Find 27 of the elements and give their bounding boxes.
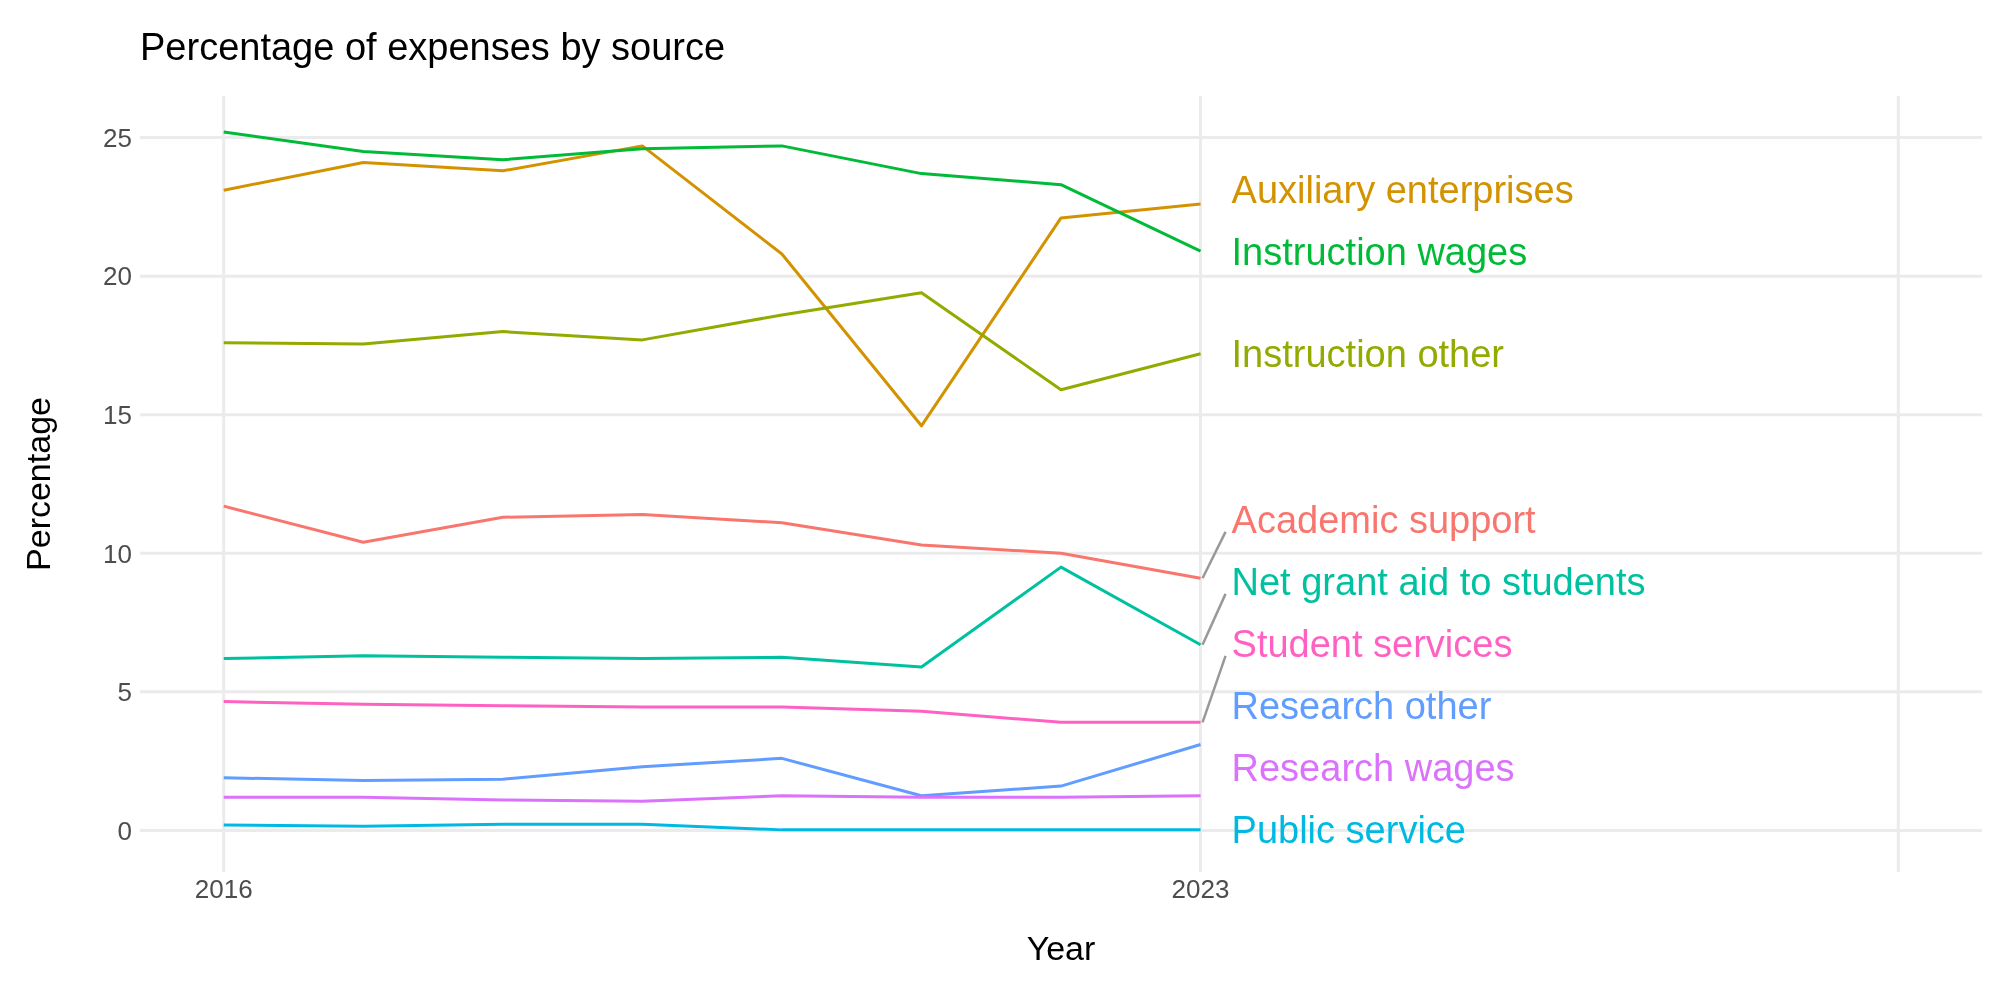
- y-axis-title: Percentage: [19, 397, 58, 571]
- y-tick-label: 10: [103, 538, 132, 569]
- chart-title: Percentage of expenses by source: [140, 26, 726, 69]
- y-tick-label: 20: [103, 261, 132, 292]
- series-label: Research other: [1231, 685, 1492, 728]
- series-label: Public service: [1231, 809, 1466, 852]
- series-label: Research wages: [1231, 747, 1515, 790]
- line-series: [222, 565, 1203, 669]
- y-tick-label: 5: [117, 677, 132, 708]
- line-series: [222, 291, 1203, 392]
- series-label: Student services: [1231, 623, 1513, 666]
- series-label: Auxiliary enterprises: [1231, 168, 1574, 211]
- line-series: [222, 700, 1203, 724]
- series-label: Instruction other: [1231, 333, 1505, 376]
- x-tick-label: 2023: [1171, 874, 1230, 905]
- series-label: Academic support: [1231, 499, 1537, 542]
- y-tick-label: 0: [117, 815, 132, 846]
- x-axis-title: Year: [1026, 929, 1096, 967]
- series-label: Instruction wages: [1231, 230, 1528, 273]
- series-label: Net grant aid to students: [1231, 561, 1646, 604]
- line-series: [222, 504, 1203, 580]
- y-tick-label: 15: [103, 399, 132, 430]
- line-series: [222, 743, 1203, 798]
- line-series: [222, 144, 1203, 428]
- y-tick-label: 25: [103, 122, 132, 153]
- line-series: [222, 130, 1203, 253]
- x-tick-label: 2016: [194, 874, 253, 905]
